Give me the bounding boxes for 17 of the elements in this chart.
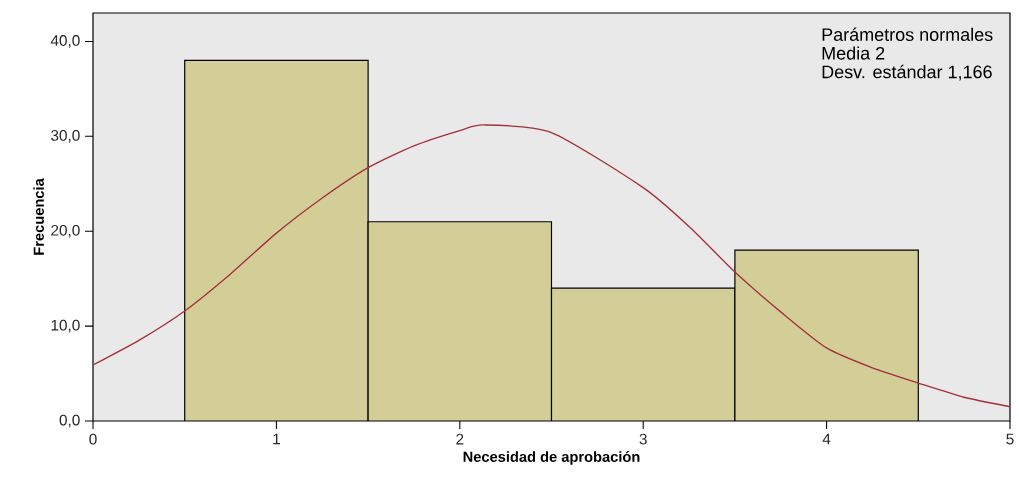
y-tick-label: 40,0 — [50, 35, 80, 48]
x-tick-label: 0 — [89, 433, 97, 445]
x-axis-title: Necesidad de aprobación — [463, 451, 640, 465]
x-tick-label: 1 — [273, 433, 280, 445]
x-tick-label: 4 — [822, 433, 831, 445]
x-tick-label: 2 — [456, 433, 464, 445]
annotation: Parámetros normales — [822, 27, 993, 41]
y-tick-label: 30,0 — [51, 130, 80, 143]
x-tick-label: 5 — [1006, 433, 1014, 445]
annotation: Media 2 — [822, 46, 885, 60]
annotation: Desv. estándar 1,166 — [822, 64, 992, 81]
y-tick-label: 0,0 — [59, 414, 80, 428]
y-tick-label: 10,0 — [51, 319, 80, 333]
line-series — [93, 124, 1010, 408]
y-tick-label: 20,0 — [51, 224, 80, 238]
y-axis-title: Frecuencia — [33, 178, 44, 255]
x-tick-label: 3 — [639, 433, 647, 445]
